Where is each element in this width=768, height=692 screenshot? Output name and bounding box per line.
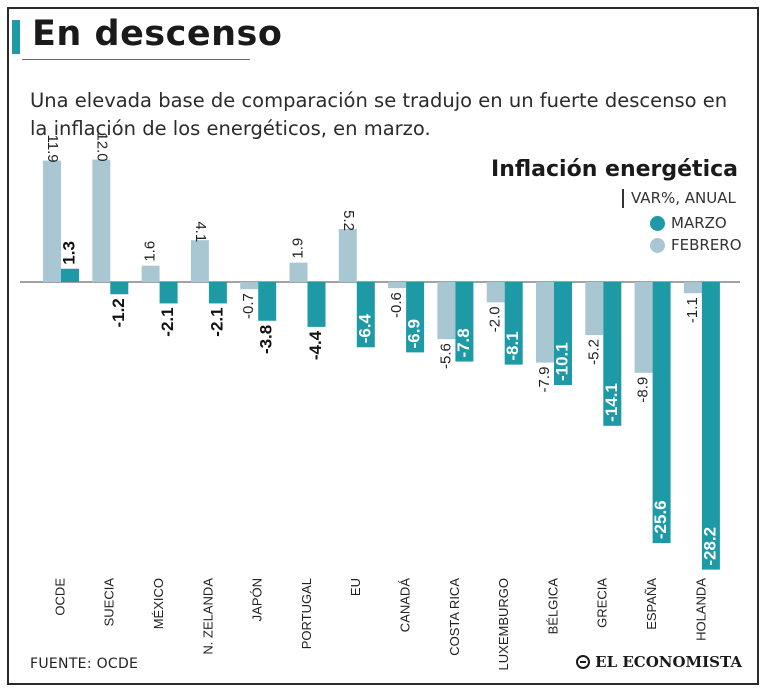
- bar-febrero: [634, 282, 653, 373]
- bar-febrero: [190, 240, 209, 282]
- bar-febrero: [43, 160, 61, 282]
- data-label-febrero: 5.2: [340, 210, 357, 231]
- category-label: OCDE: [52, 578, 67, 616]
- bar-febrero: [388, 282, 407, 289]
- data-label-febrero: -8.9: [635, 377, 652, 403]
- category-label: SUECIA: [102, 578, 117, 627]
- bar-febrero: [92, 159, 111, 282]
- category-label: MÉXICO: [151, 578, 166, 629]
- data-label-marzo: -6.4: [355, 313, 374, 343]
- data-label-marzo: 1.3: [59, 241, 78, 265]
- bar-marzo: [110, 282, 129, 295]
- data-label-marzo: -3.8: [257, 325, 276, 354]
- bar-febrero: [683, 282, 702, 294]
- bar-marzo: [258, 282, 277, 321]
- bar-marzo: [61, 268, 79, 282]
- bar-febrero: [486, 282, 505, 303]
- data-label-marzo: -7.8: [454, 328, 473, 357]
- category-label: BÉLGICA: [545, 578, 560, 635]
- data-label-marzo: -4.4: [306, 330, 325, 360]
- bar-febrero: [536, 282, 554, 363]
- legend-item-marzo: MARZO: [650, 214, 727, 232]
- data-label-marzo: -1.2: [109, 298, 128, 327]
- data-label-febrero: -5.2: [585, 339, 602, 365]
- category-label: GRECIA: [595, 578, 610, 628]
- brand-mark-icon: [576, 655, 591, 669]
- category-label: LUXEMBURGO: [496, 578, 511, 670]
- bar-marzo: [159, 282, 178, 304]
- data-label-marzo: -28.2: [700, 527, 719, 566]
- data-label-febrero: -1.1: [684, 297, 701, 323]
- data-label-marzo: -10.1: [552, 342, 571, 381]
- data-label-marzo: -2.1: [158, 307, 177, 336]
- brand-logo: EL ECONOMISTA: [576, 653, 742, 671]
- legend-item-febrero: FEBRERO: [650, 236, 742, 254]
- category-label: HOLANDA: [693, 578, 708, 641]
- bar-febrero: [338, 228, 357, 282]
- legend-subtitle: VAR%, ANUAL: [622, 189, 736, 208]
- bar-marzo: [701, 282, 720, 570]
- bar-marzo: [307, 282, 326, 327]
- category-label: JAPÓN: [250, 578, 265, 621]
- bar-marzo: [652, 282, 671, 544]
- bar-marzo: [406, 282, 425, 353]
- subtitle: Una elevada base de comparación se tradu…: [30, 89, 728, 140]
- bar-marzo: [455, 282, 474, 362]
- bar-febrero: [289, 262, 308, 282]
- data-label-febrero: 4.1: [192, 221, 209, 242]
- data-label-febrero: -0.7: [240, 293, 257, 319]
- bar-febrero: [141, 265, 160, 282]
- category-label: CANADÁ: [398, 578, 413, 633]
- source-note: FUENTE: OCDE: [30, 656, 139, 672]
- bar-febrero: [240, 282, 259, 290]
- data-label-febrero: 1.6: [142, 241, 159, 262]
- bar-marzo: [603, 282, 622, 426]
- bar-febrero: [437, 282, 456, 340]
- data-label-marzo: -14.1: [602, 383, 621, 422]
- category-label: COSTA RICA: [447, 578, 462, 656]
- legend-dot-marzo-icon: [650, 215, 665, 231]
- data-label-marzo: -6.9: [405, 319, 424, 348]
- data-label-febrero: -7.9: [536, 367, 553, 393]
- data-label-marzo: -2.1: [207, 307, 226, 336]
- category-label: PORTUGAL: [299, 578, 314, 649]
- data-label-febrero: -2.0: [487, 306, 504, 332]
- category-label: ESPAÑA: [644, 578, 659, 630]
- legend-label-marzo: MARZO: [671, 214, 727, 232]
- legend-label-febrero: FEBRERO: [671, 236, 742, 254]
- bar-marzo: [208, 282, 227, 304]
- data-label-marzo: -25.6: [651, 500, 670, 539]
- bar-marzo: [554, 282, 572, 386]
- bar-febrero: [585, 282, 604, 336]
- category-label: EU: [348, 578, 363, 596]
- data-label-febrero: 11.9: [44, 135, 61, 163]
- data-label-febrero: -0.6: [388, 292, 405, 318]
- data-label-marzo: -8.1: [503, 331, 522, 360]
- data-label-febrero: 12.0: [93, 132, 110, 161]
- category-label: N. ZELANDA: [200, 578, 215, 655]
- legend-title: Inflación energética: [491, 157, 738, 182]
- infographic-frame: [7, 7, 759, 685]
- title-underline: [22, 59, 250, 60]
- brand-name: EL ECONOMISTA: [595, 653, 742, 671]
- page-title: En descenso: [32, 14, 283, 54]
- data-label-febrero: -5.6: [437, 343, 454, 369]
- legend-dot-febrero-icon: [650, 237, 665, 253]
- title-accent-bar: [12, 20, 20, 54]
- bar-marzo: [504, 282, 523, 365]
- bar-marzo: [356, 282, 375, 348]
- data-label-febrero: 1.9: [289, 238, 306, 259]
